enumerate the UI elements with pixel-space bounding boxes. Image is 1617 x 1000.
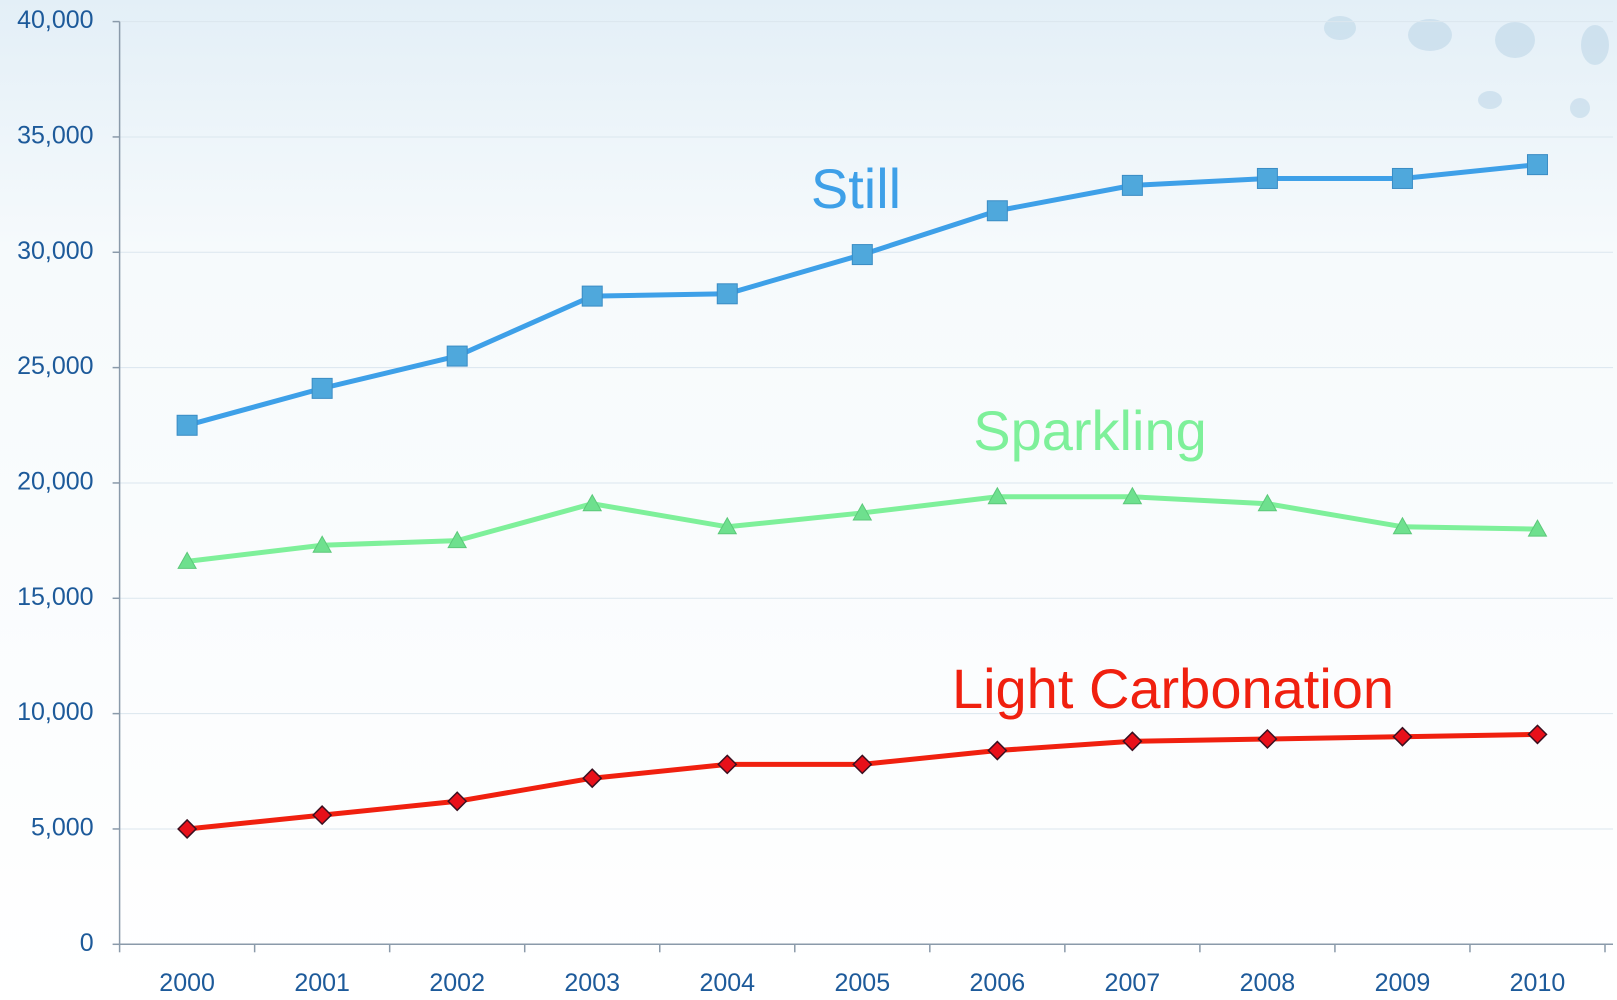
marker	[1122, 731, 1143, 752]
marker	[1257, 493, 1278, 512]
x-tick-label: 2004	[699, 969, 755, 997]
marker	[1257, 728, 1278, 750]
y-tick-label: 35,000	[17, 122, 93, 150]
marker	[1526, 154, 1548, 176]
marker	[447, 791, 468, 812]
x-tick-label: 2010	[1510, 969, 1566, 997]
marker	[1121, 174, 1143, 196]
y-tick-label: 15,000	[17, 583, 93, 611]
marker	[852, 502, 873, 521]
marker	[717, 516, 738, 535]
series-label: Sparkling	[973, 399, 1206, 462]
marker	[987, 486, 1008, 505]
y-tick-label: 10,000	[17, 698, 93, 726]
marker	[1527, 724, 1548, 745]
x-tick-label: 2009	[1375, 969, 1431, 997]
series-label: Still	[811, 157, 901, 220]
x-tick-label: 2007	[1105, 969, 1161, 997]
marker	[1122, 486, 1143, 505]
marker	[177, 818, 198, 840]
marker	[1256, 167, 1278, 189]
marker	[446, 345, 468, 367]
marker	[717, 754, 738, 775]
marker	[851, 244, 873, 266]
marker	[176, 414, 198, 436]
y-tick-label: 0	[80, 929, 94, 957]
marker	[311, 377, 333, 399]
marker	[1392, 726, 1413, 747]
decoration	[1324, 16, 1609, 118]
y-tick-label: 5,000	[31, 814, 94, 842]
x-tick-label: 2005	[834, 969, 890, 997]
y-tick-label: 40,000	[17, 6, 93, 34]
x-tick-label: 2002	[429, 969, 485, 997]
x-tick-label: 2008	[1240, 969, 1296, 997]
x-tick-label: 2003	[564, 969, 620, 997]
marker	[312, 805, 333, 826]
marker	[1527, 519, 1548, 537]
marker	[582, 768, 603, 789]
marker	[1391, 167, 1413, 189]
marker	[312, 535, 333, 553]
marker	[1392, 516, 1413, 535]
y-tick-label: 20,000	[17, 468, 93, 496]
marker	[177, 551, 197, 569]
marker	[852, 754, 873, 775]
series-label: Light Carbonation	[952, 657, 1394, 720]
x-tick-label: 2000	[159, 969, 215, 997]
marker	[582, 493, 603, 512]
x-tick-label: 2001	[294, 969, 350, 997]
marker	[987, 740, 1008, 761]
y-tick-label: 30,000	[17, 237, 93, 265]
marker	[986, 200, 1008, 222]
marker	[447, 530, 468, 549]
marker	[716, 283, 738, 305]
y-tick-label: 25,000	[17, 352, 93, 380]
x-tick-label: 2006	[970, 969, 1026, 997]
marker	[581, 285, 603, 307]
